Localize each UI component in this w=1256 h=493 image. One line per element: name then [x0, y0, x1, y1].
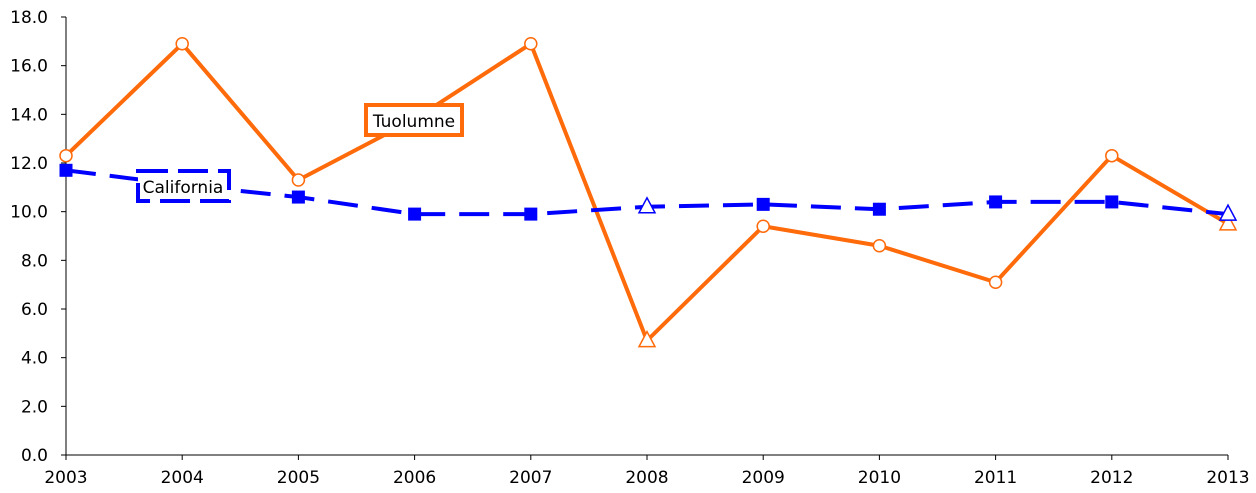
california-series-label: California	[136, 169, 231, 203]
tuolumne-line	[64, 41, 1230, 343]
y-tick-label: 0.0	[21, 446, 48, 466]
california-label-box	[136, 169, 231, 203]
y-tick-label: 14.0	[10, 105, 48, 125]
x-tick-label: 2003	[44, 468, 87, 488]
tuolumne-point	[872, 238, 887, 253]
california-point	[637, 196, 657, 214]
california-point	[1218, 203, 1238, 221]
california-point	[756, 197, 770, 211]
y-tick-label: 6.0	[21, 300, 48, 320]
tuolumne-point	[756, 219, 770, 234]
x-tick-label: 2011	[974, 468, 1017, 488]
california-point	[989, 195, 1003, 209]
x-tick-label: 2008	[625, 468, 668, 488]
x-tick-labels: 2003 2004 2005 2006 2007 2008 2009 2010 2011 2012…	[44, 455, 1250, 488]
x-tick-label: 2007	[509, 468, 552, 488]
california-series	[59, 163, 1238, 221]
california-point	[1105, 195, 1119, 209]
california-point	[872, 202, 886, 216]
tuolumne-point	[291, 173, 306, 187]
y-tick-label: 10.0	[10, 203, 48, 223]
x-tick-label: 2005	[277, 468, 320, 488]
california-label-text: California	[143, 178, 224, 198]
tuolumne-label-text: Tuolumne	[372, 112, 455, 132]
y-tick-label: 8.0	[21, 251, 48, 271]
tuolumne-series-label: Tuolumne	[364, 103, 464, 137]
tuolumne-series	[59, 37, 1238, 348]
tuolumne-point	[59, 148, 73, 163]
tuolumne-point	[637, 330, 657, 348]
california-point	[408, 207, 422, 221]
tuolumne-point	[1105, 148, 1119, 163]
x-tick-label: 2010	[858, 468, 901, 488]
tuolumne-point	[524, 37, 538, 51]
california-point	[291, 190, 305, 204]
y-tick-label: 16.0	[10, 57, 48, 77]
x-tick-label: 2013	[1206, 468, 1249, 488]
tuolumne-point	[175, 37, 189, 51]
tuolumne-label-box	[364, 103, 464, 137]
series-layer	[59, 37, 1238, 348]
x-tick-label: 2009	[742, 468, 785, 488]
tuolumne-point	[988, 275, 1003, 289]
axes	[65, 17, 1228, 456]
california-point	[524, 207, 538, 221]
x-tick-label: 2004	[161, 468, 204, 488]
y-tick-label: 4.0	[21, 349, 48, 369]
x-tick-label: 2006	[393, 468, 436, 488]
california-point	[59, 163, 73, 177]
y-tick-label: 18.0	[10, 8, 48, 28]
y-tick-label: 12.0	[10, 154, 48, 174]
tuolumne-point	[1218, 213, 1238, 231]
y-tick-label: 2.0	[21, 397, 48, 417]
x-tick-label: 2012	[1090, 468, 1133, 488]
y-tick-labels: 0.0 2.0 4.0 6.0 8.0 10.0 12.0 14.0 16.0 18.0	[10, 8, 66, 466]
